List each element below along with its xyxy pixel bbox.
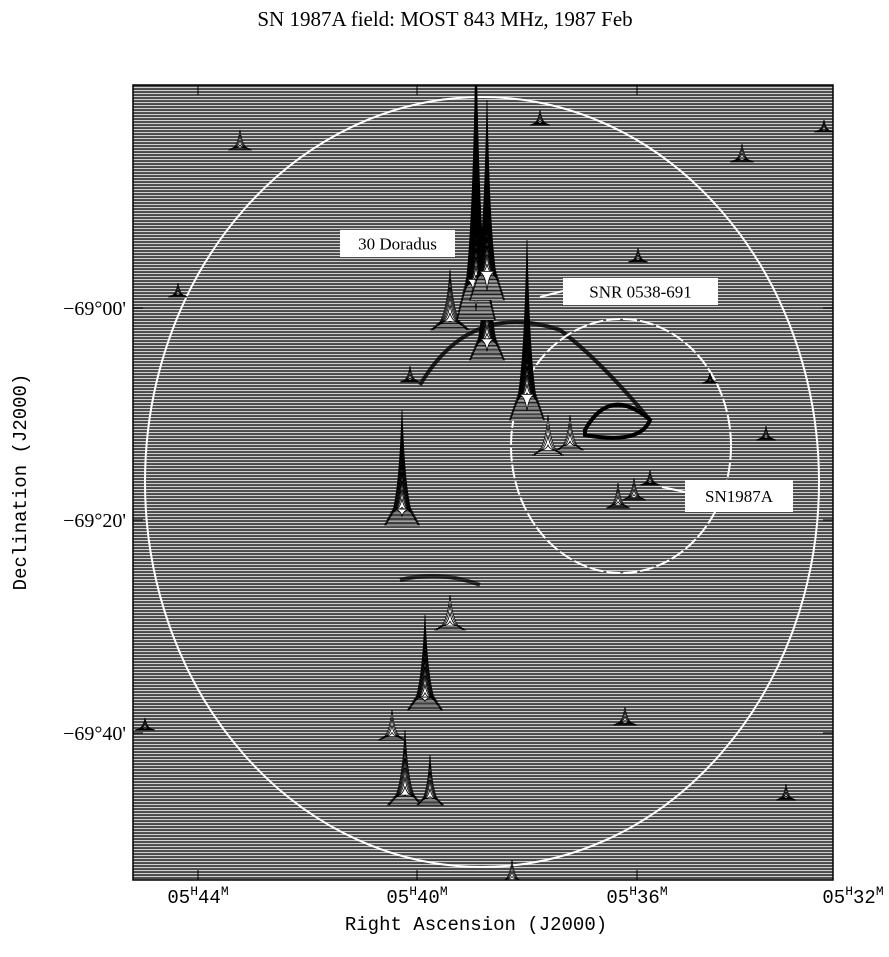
annotation: SNR 0538-691 (589, 283, 691, 302)
x-tick-label-part: H (629, 884, 637, 899)
x-tick-label-part: M (876, 884, 884, 899)
x-tick-label: 05H40M (386, 884, 447, 909)
x-tick-label-part: H (190, 884, 198, 899)
x-tick-label-part: 44 (198, 887, 221, 909)
x-tick-label-part: 05 (386, 887, 409, 909)
annotation: SN1987A (705, 487, 774, 506)
x-tick-label: 05H32M (822, 884, 883, 909)
x-axis-label: Right Ascension (J2000) (345, 914, 607, 936)
y-tick-label: −69°40' (63, 723, 126, 745)
x-tick-label-part: M (221, 884, 229, 899)
y-tick-label: −69°00' (63, 298, 126, 320)
figure: SN 1987A field: MOST 843 MHz, 1987 Feb 0… (0, 0, 889, 957)
x-tick-label-part: M (440, 884, 448, 899)
y-axis-label: Declination (J2000) (10, 374, 32, 591)
annotation: 30 Doradus (358, 235, 437, 254)
x-tick-label-part: 05 (606, 887, 629, 909)
x-tick-label: 05H44M (167, 884, 228, 909)
x-tick-label-part: 36 (637, 887, 660, 909)
x-tick-label-part: M (660, 884, 668, 899)
x-tick-label-part: 40 (417, 887, 440, 909)
x-tick-label-part: 05 (167, 887, 190, 909)
x-tick-label-part: H (409, 884, 417, 899)
x-tick-label-part: 05 (822, 887, 845, 909)
title: SN 1987A field: MOST 843 MHz, 1987 Feb (257, 7, 632, 31)
x-tick-label: 05H36M (606, 884, 667, 909)
x-tick-label-part: H (845, 884, 853, 899)
y-tick-label: −69°20' (63, 510, 126, 532)
x-tick-label-part: 32 (853, 887, 876, 909)
